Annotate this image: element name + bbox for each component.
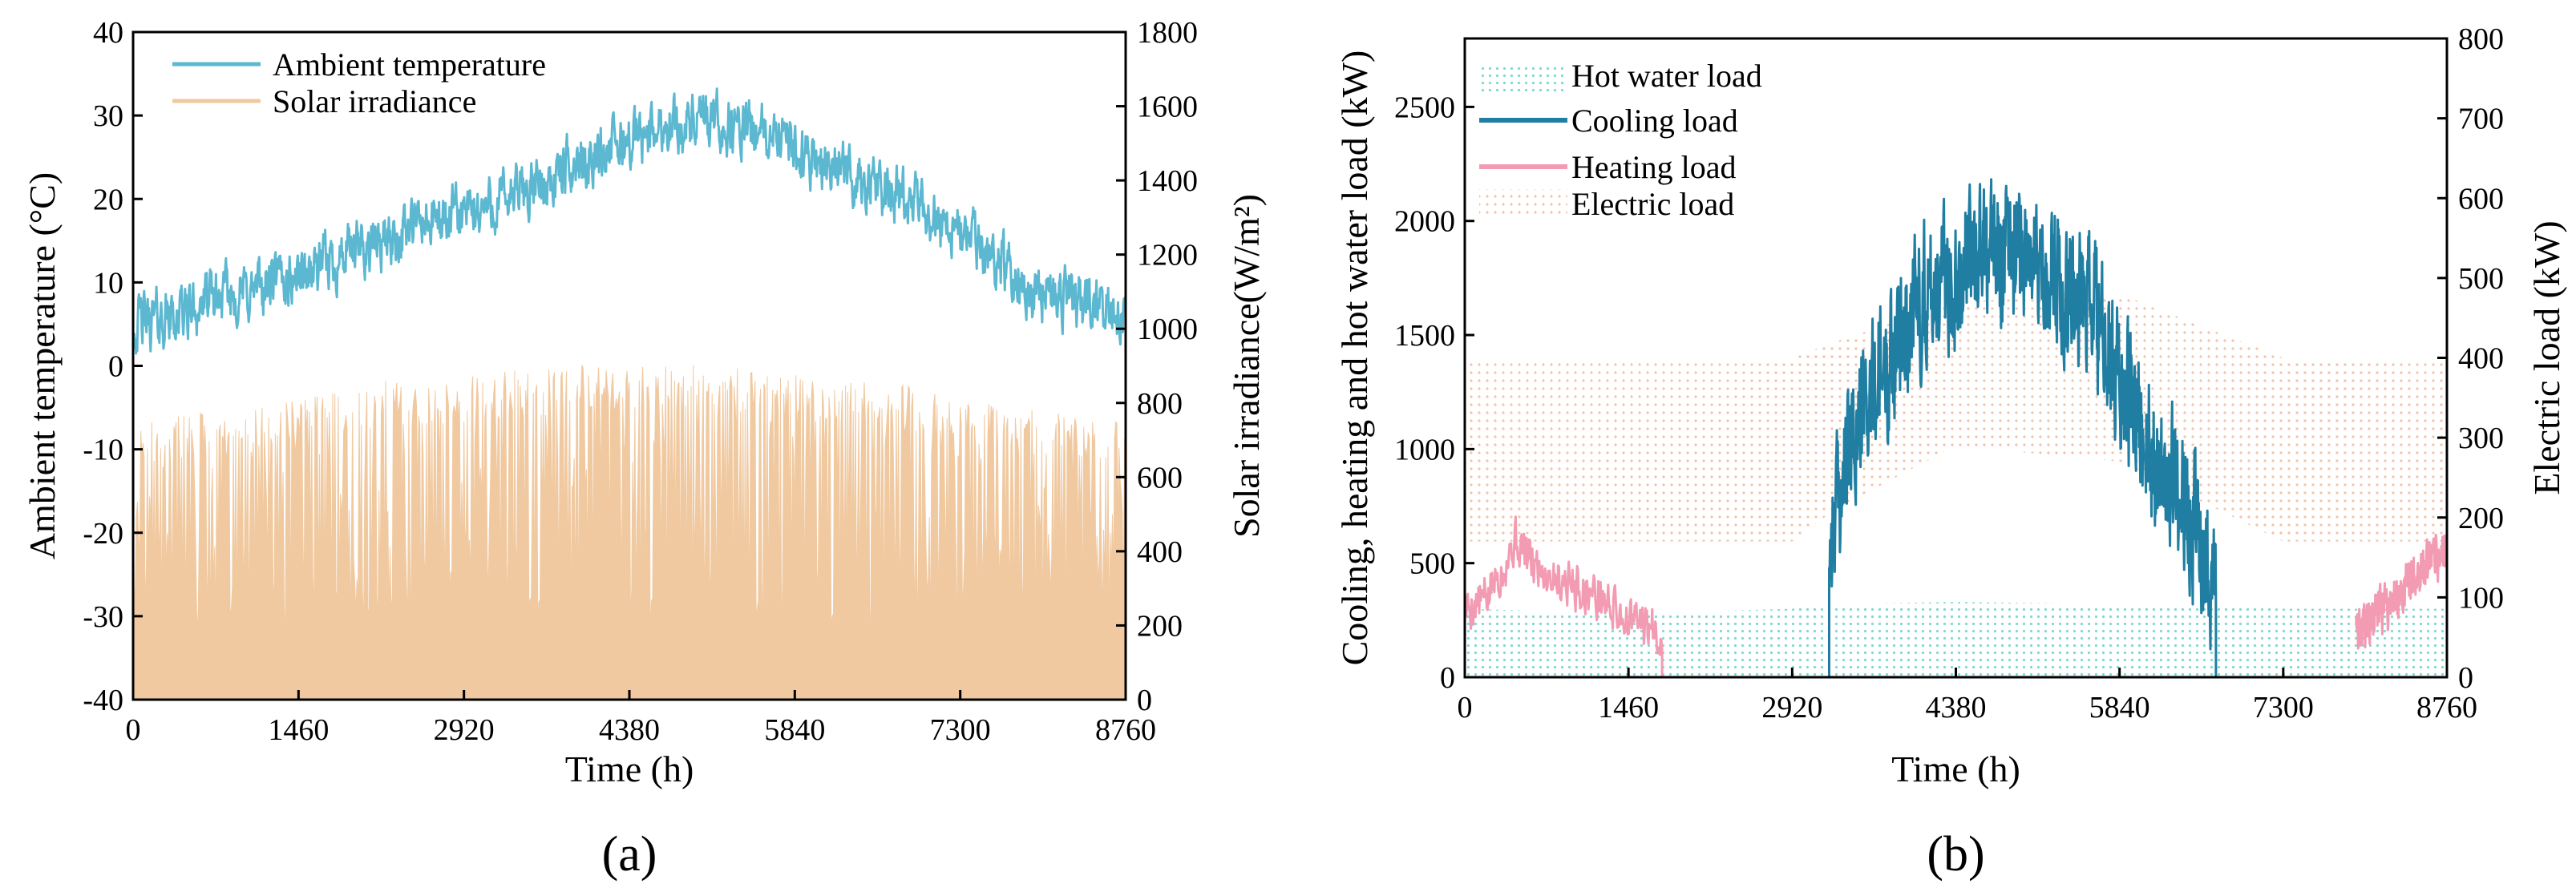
chart-a-y-tick-label: 10	[93, 266, 123, 300]
chart-b-y2-tick-label: 800	[2458, 22, 2504, 56]
legend-swatch-hot-water	[1479, 63, 1567, 91]
chart-b-y2-tick-label: 100	[2458, 581, 2504, 615]
chart-b-x-tick-label: 2920	[1761, 691, 1822, 724]
legend-label-heating: Heating load	[1571, 149, 1737, 185]
ambient-temperature-line	[131, 87, 1126, 355]
chart-b-y-tick-label: 0	[1440, 661, 1455, 695]
heating-load-line-winter-start	[1463, 515, 1664, 677]
chart-a-caption: (a)	[602, 827, 657, 882]
chart-a-x-tick-label: 2920	[434, 713, 495, 747]
chart-b-x-tick-label: 5840	[2089, 691, 2150, 724]
chart-a-x-tick-label: 7300	[930, 713, 991, 747]
chart-b-y-tick-label: 500	[1409, 547, 1455, 581]
chart-a-y2-tick-label: 1200	[1137, 239, 1198, 272]
chart-b-y2-tick-label: 200	[2458, 502, 2504, 535]
chart-b-y-tick-label: 1500	[1394, 319, 1455, 353]
chart-a-x-tick-label: 0	[126, 713, 141, 747]
chart-b-y2-axis-label: Electric load (kW)	[2526, 220, 2567, 494]
electric-load-band	[1465, 293, 2447, 542]
chart-b-y2-tick-label: 700	[2458, 103, 2504, 136]
chart-b-x-tick-label: 1460	[1598, 691, 1659, 724]
chart-a-y2-axis-label: Solar irradiance(W/m²)	[1226, 194, 1267, 538]
chart-b: 0 1460 2920 4380 5840 7300 8760050010001500200…	[1334, 22, 2567, 882]
legend-label-cooling: Cooling load	[1571, 103, 1738, 139]
legend-swatch-electric	[1479, 189, 1567, 218]
chart-a-y2-tick-label: 600	[1137, 461, 1183, 494]
chart-a-x-axis-label: Time (h)	[565, 749, 694, 789]
chart-b-y2-tick-label: 300	[2458, 422, 2504, 455]
chart-a-y-tick-label: 20	[93, 183, 123, 216]
chart-a-y-tick-label: 30	[93, 99, 123, 133]
chart-b-y-axis-label: Cooling, heating and hot water load (kW)	[1334, 50, 1375, 666]
chart-a-y-axis-label: Ambient temperature (°C)	[22, 172, 63, 559]
legend-label-electric: Electric load	[1571, 186, 1734, 222]
chart-a-x-tick-label: 4380	[599, 713, 660, 747]
chart-a-y-tick-label: 0	[108, 350, 123, 384]
chart-b-y2-tick-label: 400	[2458, 342, 2504, 376]
chart-a-y2-tick-label: 400	[1137, 535, 1183, 569]
chart-a-y2-tick-label: 200	[1137, 609, 1183, 643]
chart-b-caption: (b)	[1927, 827, 1984, 882]
chart-b-x-tick-label: 7300	[2253, 691, 2314, 724]
chart-a-y2-tick-label: 1800	[1137, 16, 1198, 50]
chart-a: 0 1460 2920 4380 5840 7300 8760 -40 -30 -20 -10 0 10…	[22, 16, 1267, 882]
cooling-load-line	[1828, 178, 2218, 677]
heating-load-line-winter-end	[2355, 533, 2449, 677]
chart-b-x-axis-label: Time (h)	[1891, 749, 2020, 789]
solar-irradiance-area	[132, 365, 1126, 700]
chart-a-y-tick-label: -30	[83, 600, 123, 634]
chart-a-x-tick-label: 8760	[1095, 713, 1156, 747]
chart-b-y-tick-label: 1000	[1394, 433, 1455, 466]
chart-a-y2-tick-label: 800	[1137, 387, 1183, 421]
chart-b-x-tick-label: 0	[1458, 691, 1473, 724]
chart-a-y2-tick-label: 1400	[1137, 164, 1198, 198]
chart-b-x-tick-label: 8760	[2416, 691, 2477, 724]
chart-a-x-tick-label: 5840	[764, 713, 825, 747]
chart-b-y2-tick-label: 600	[2458, 182, 2504, 216]
chart-b-y-tick-label: 2500	[1394, 91, 1455, 124]
chart-a-y-tick-label: -10	[83, 434, 123, 467]
chart-a-y-tick-label: -20	[83, 517, 123, 551]
chart-a-y2-tick-label: 1000	[1137, 313, 1198, 346]
chart-a-y2-tick-label: 0	[1137, 684, 1152, 717]
chart-a-y-tick-label: 40	[93, 16, 123, 50]
chart-a-x-tick-label: 1460	[268, 713, 329, 747]
chart-b-y2-tick-label: 500	[2458, 262, 2504, 296]
chart-a-y2-tick-label: 1600	[1137, 91, 1198, 124]
legend-label-solar: Solar irradiance	[273, 83, 476, 119]
chart-b-y2-tick-label: 0	[2458, 661, 2473, 695]
chart-b-x-tick-label: 4380	[1926, 691, 1987, 724]
chart-a-y-tick-label: -40	[83, 684, 123, 717]
legend-label-ambient: Ambient temperature	[273, 46, 546, 83]
hot-water-load-area	[1465, 602, 2447, 677]
legend-label-hot-water: Hot water load	[1571, 58, 1762, 94]
chart-b-y-tick-label: 2000	[1394, 205, 1455, 239]
